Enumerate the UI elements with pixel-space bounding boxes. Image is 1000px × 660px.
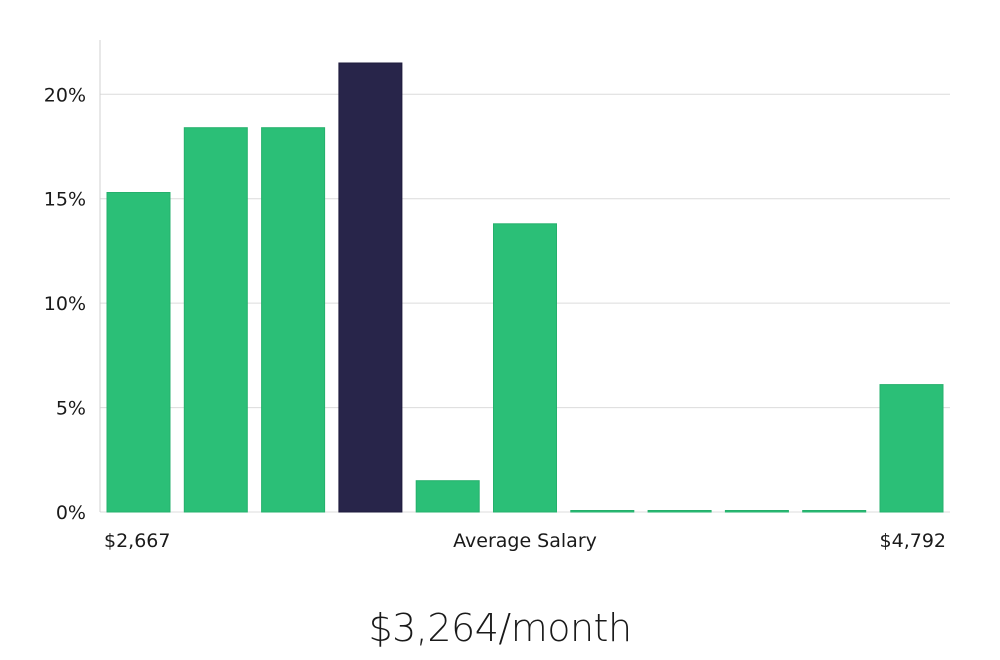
- y-tick-label: 15%: [44, 189, 86, 211]
- x-label-max: $4,792: [880, 530, 946, 552]
- bar: [261, 127, 326, 513]
- bar: [879, 384, 944, 513]
- y-tick-labels: 0% 5% 10% 15% 20%: [44, 84, 86, 524]
- bar-highlighted: [338, 62, 403, 513]
- bar: [106, 192, 171, 513]
- x-label-min: $2,667: [104, 530, 170, 552]
- bar: [647, 510, 712, 513]
- y-tick-label: 10%: [44, 293, 86, 315]
- y-tick-label: 5%: [56, 398, 86, 420]
- y-tick-label: 20%: [44, 84, 86, 106]
- bar: [415, 480, 480, 513]
- salary-histogram: 0% 5% 10% 15% 20% $2,667 Average Salary $4,7…: [44, 40, 950, 552]
- bar: [724, 510, 789, 513]
- average-salary-value: $3,264/month: [368, 606, 632, 650]
- x-label-center: Average Salary: [453, 530, 597, 552]
- bar: [570, 510, 635, 513]
- y-tick-label: 0%: [56, 502, 86, 524]
- bar: [802, 510, 867, 513]
- bar: [183, 127, 248, 513]
- bar: [493, 223, 557, 513]
- bars: [106, 62, 944, 513]
